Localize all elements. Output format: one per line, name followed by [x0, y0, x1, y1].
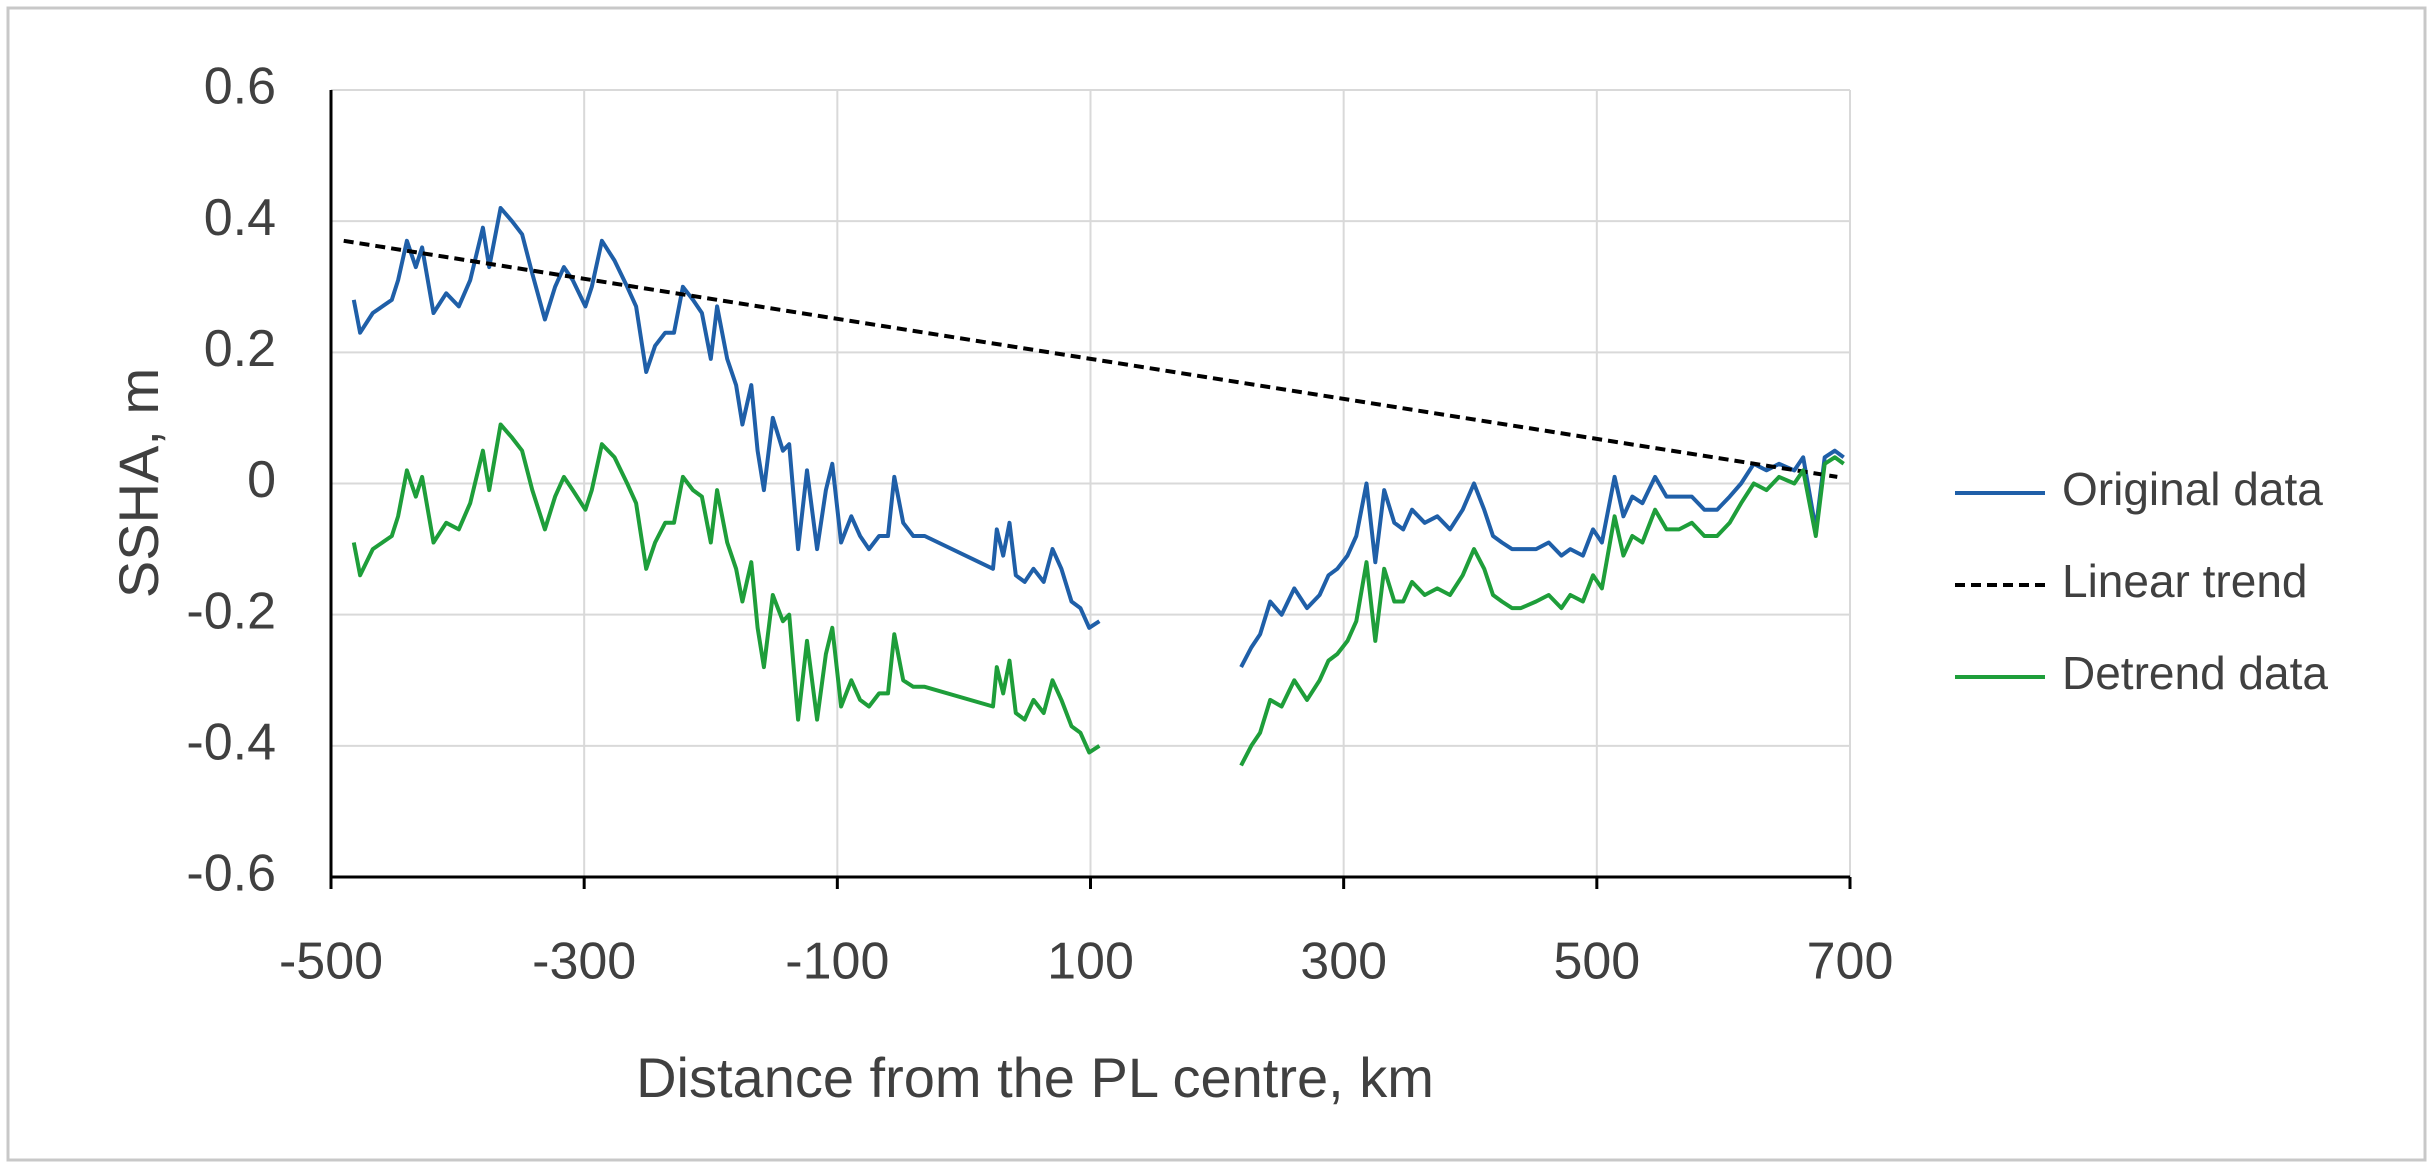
series-line — [351, 422, 1845, 767]
legend-label: Detrend data — [2062, 647, 2328, 699]
legend-label: Original data — [2062, 463, 2323, 515]
y-tick-label: 0.4 — [204, 189, 276, 247]
x-tick-label: 300 — [1300, 933, 1387, 991]
y-tick-label: 0.2 — [204, 320, 276, 378]
labels: -0.6 -0.4 -0.2 0 0.2 0.4 0.6 -500 -300 -100 100 300… — [186, 58, 1893, 991]
y-tick-label: -0.2 — [186, 582, 276, 640]
x-tick-label: -500 — [279, 933, 383, 991]
legend-label: Linear trend — [2062, 555, 2308, 607]
grid — [329, 89, 1852, 889]
x-tick-label: -300 — [532, 933, 636, 991]
series-line — [351, 206, 1845, 669]
x-axis-title: Distance from the PL centre, km — [636, 1046, 1434, 1109]
x-tick-label: -100 — [785, 933, 889, 991]
plot-lines — [343, 206, 1845, 767]
legend: Original data Linear trend Detrend data — [1955, 463, 2328, 699]
x-tick-label: 100 — [1047, 933, 1134, 991]
series-line — [343, 238, 1838, 479]
y-tick-label: 0.6 — [204, 58, 276, 116]
y-axis-title: SSHA, m — [107, 368, 170, 598]
y-tick-label: -0.6 — [186, 845, 276, 903]
x-tick-label: 500 — [1553, 933, 1640, 991]
y-tick-label: -0.4 — [186, 714, 276, 772]
y-tick-label: 0 — [247, 451, 276, 509]
x-tick-label: 700 — [1807, 933, 1894, 991]
